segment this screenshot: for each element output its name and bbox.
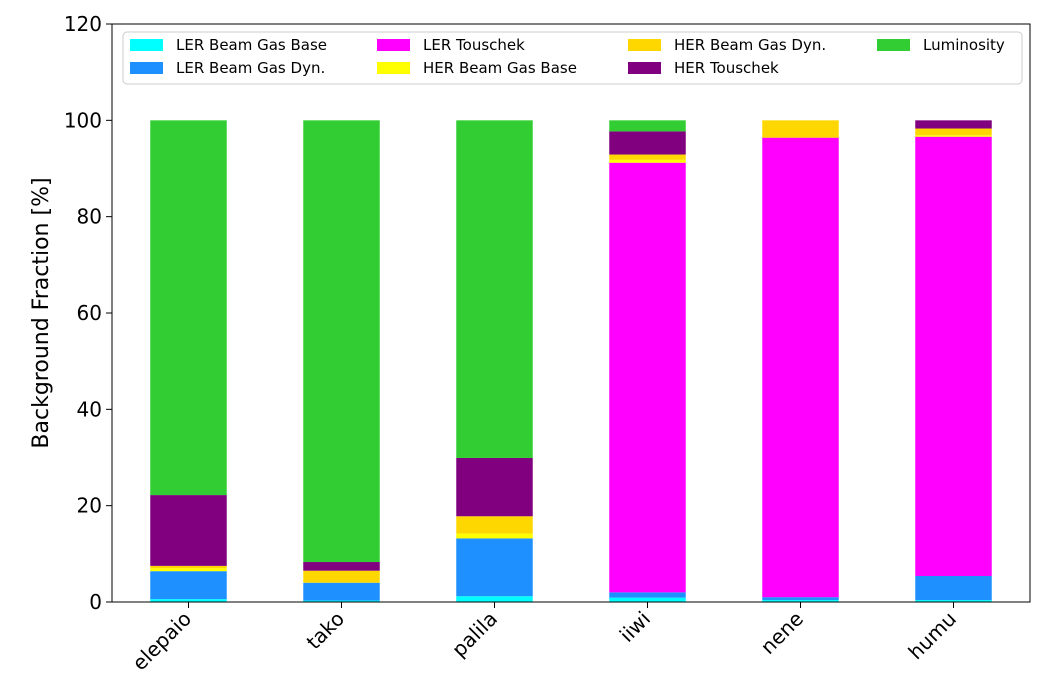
y-tick-label: 60 — [77, 301, 102, 325]
y-axis: 0 20 40 60 80 100 120 — [64, 12, 112, 614]
legend: LER Beam Gas Base LER Beam Gas Dyn. LER To… — [122, 31, 1023, 85]
legend-swatch-2 — [377, 39, 410, 51]
y-tick-label: 20 — [77, 494, 102, 518]
bar-segment-iiwi-6 — [609, 120, 686, 132]
bar-segment-palila-5 — [456, 457, 533, 517]
y-axis-label: Background Fraction [%] — [29, 177, 54, 448]
bar-segment-elepaio-6 — [150, 120, 227, 496]
bar-segment-humu-0 — [915, 600, 992, 602]
bar-segment-iiwi-5 — [609, 131, 686, 155]
legend-swatch-5 — [628, 62, 661, 74]
bar-segment-tako-1 — [303, 582, 380, 601]
legend-label-0: LER Beam Gas Base — [176, 36, 327, 54]
legend-label-3: HER Beam Gas Base — [423, 59, 577, 77]
bar-segment-elepaio-3 — [150, 568, 227, 572]
y-tick-label: 40 — [77, 397, 102, 421]
legend-label-5: HER Touschek — [674, 59, 779, 77]
legend-box — [122, 31, 1023, 85]
bar-segment-iiwi-2 — [609, 162, 686, 593]
bar-segment-palila-3 — [456, 533, 533, 539]
bar-segment-elepaio-1 — [150, 571, 227, 600]
y-tick-label: 100 — [64, 108, 102, 132]
bar-segment-palila-6 — [456, 120, 533, 458]
y-tick-label: 80 — [77, 205, 102, 229]
bar-segment-humu-1 — [915, 575, 992, 601]
bar-segment-palila-0 — [456, 596, 533, 602]
legend-label-4: HER Beam Gas Dyn. — [674, 36, 826, 54]
bar-segment-nene-1 — [762, 597, 839, 601]
plot-frame — [111, 23, 1031, 603]
bar-segment-humu-2 — [915, 136, 992, 576]
bar-segment-iiwi-0 — [609, 597, 686, 602]
legend-swatch-6 — [877, 39, 910, 51]
legend-swatch-3 — [377, 62, 410, 74]
bar-segment-elepaio-4 — [150, 565, 227, 569]
bar-segment-nene-2 — [762, 137, 839, 598]
bar-segment-humu-5 — [915, 120, 992, 129]
bar-segment-humu-3 — [915, 135, 992, 137]
bar-segment-tako-4 — [303, 570, 380, 583]
bar-segment-palila-1 — [456, 538, 533, 597]
bar-segment-tako-6 — [303, 120, 380, 563]
bar-segment-palila-4 — [456, 516, 533, 534]
bars-group — [150, 120, 992, 602]
y-tick-label: 0 — [89, 590, 102, 614]
bar-segment-nene-4 — [762, 120, 839, 138]
bar-segment-elepaio-5 — [150, 495, 227, 566]
legend-label-1: LER Beam Gas Dyn. — [176, 59, 325, 77]
bar-segment-iiwi-4 — [609, 154, 686, 160]
legend-label-2: LER Touschek — [423, 36, 525, 54]
legend-swatch-1 — [130, 62, 163, 74]
bar-segment-nene-0 — [762, 600, 839, 602]
legend-swatch-0 — [130, 39, 163, 51]
bar-segment-iiwi-1 — [609, 592, 686, 598]
bar-segment-tako-5 — [303, 562, 380, 571]
legend-swatch-4 — [628, 39, 661, 51]
bar-segment-iiwi-3 — [609, 159, 686, 163]
bar-segment-elepaio-0 — [150, 599, 227, 602]
y-tick-label: 120 — [64, 12, 102, 36]
bar-segment-tako-0 — [303, 600, 380, 602]
legend-label-6: Luminosity — [923, 36, 1005, 54]
bar-segment-humu-4 — [915, 128, 992, 136]
